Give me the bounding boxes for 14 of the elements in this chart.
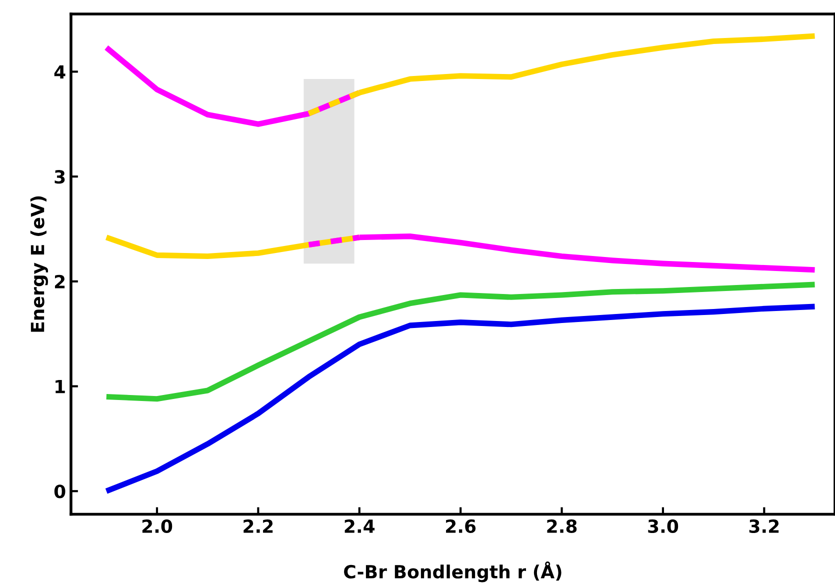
y-tick-label: 1 [56,380,65,394]
y-tick-label: 4 [54,65,66,79]
y-tick-label: 2 [54,274,65,288]
x-tick-label: 2.6 [446,519,476,534]
x-tick-label: 2.0 [142,519,172,534]
x-tick-label: 3.2 [749,519,779,534]
x-tick-label: 2.2 [244,519,273,533]
x-axis-title: C-Br Bondlength r (Å) [344,562,562,582]
y-tick-label: 3 [54,170,65,184]
y-axis-title: Energy E (eV) [30,196,48,332]
y-tick-label: 0 [54,484,66,498]
x-tick-label: 2.4 [344,519,375,533]
x-tick-label: 2.8 [547,519,577,534]
x-tick-label: 3.0 [648,519,678,534]
